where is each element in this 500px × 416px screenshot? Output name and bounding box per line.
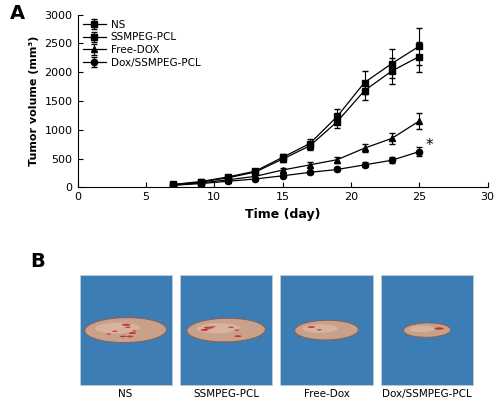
Ellipse shape (317, 329, 322, 330)
FancyBboxPatch shape (280, 275, 372, 385)
Ellipse shape (196, 323, 240, 333)
Y-axis label: Tumor volume (mm³): Tumor volume (mm³) (29, 36, 39, 166)
Ellipse shape (187, 318, 266, 342)
Ellipse shape (404, 323, 450, 337)
Ellipse shape (125, 327, 130, 328)
Ellipse shape (210, 326, 216, 327)
Ellipse shape (228, 327, 234, 328)
Ellipse shape (126, 336, 133, 337)
Ellipse shape (122, 324, 130, 326)
X-axis label: Time (day): Time (day) (245, 208, 320, 221)
Text: Free-Dox: Free-Dox (304, 389, 350, 399)
Ellipse shape (120, 336, 126, 337)
FancyBboxPatch shape (80, 275, 172, 385)
Ellipse shape (234, 329, 240, 331)
Text: NS: NS (118, 389, 133, 399)
Legend: NS, SSMPEG-PCL, Free-DOX, Dox/SSMPEG-PCL: NS, SSMPEG-PCL, Free-DOX, Dox/SSMPEG-PCL (80, 18, 202, 69)
Ellipse shape (112, 331, 117, 332)
Text: SSMPEG-PCL: SSMPEG-PCL (193, 389, 259, 399)
Ellipse shape (294, 320, 358, 340)
Ellipse shape (434, 327, 444, 329)
Ellipse shape (409, 326, 436, 332)
Ellipse shape (200, 329, 209, 331)
Text: *: * (426, 138, 434, 153)
FancyBboxPatch shape (180, 275, 272, 385)
Ellipse shape (302, 324, 338, 333)
Ellipse shape (308, 326, 315, 328)
Text: A: A (10, 4, 25, 23)
Ellipse shape (234, 335, 241, 337)
Text: Dox/SSMPEG-PCL: Dox/SSMPEG-PCL (382, 389, 472, 399)
Ellipse shape (85, 318, 166, 342)
Ellipse shape (204, 327, 213, 329)
FancyBboxPatch shape (381, 275, 473, 385)
Ellipse shape (132, 330, 137, 332)
Text: B: B (30, 253, 45, 271)
Ellipse shape (128, 332, 136, 334)
Ellipse shape (95, 323, 140, 334)
